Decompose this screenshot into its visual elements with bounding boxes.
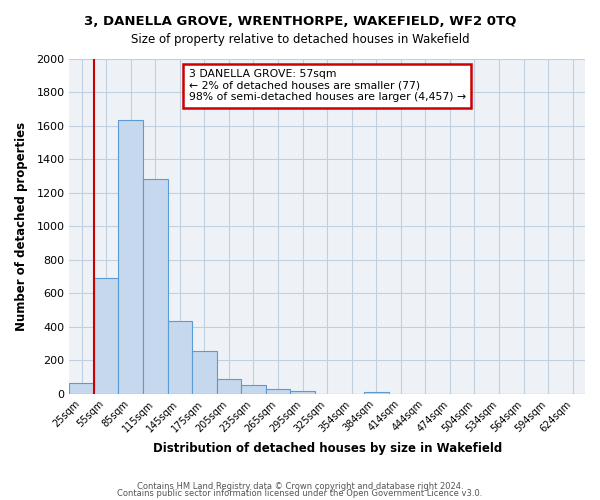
- X-axis label: Distribution of detached houses by size in Wakefield: Distribution of detached houses by size …: [152, 442, 502, 455]
- Bar: [290, 390, 315, 394]
- Bar: [118, 120, 143, 394]
- Bar: [364, 392, 389, 394]
- Text: Contains HM Land Registry data © Crown copyright and database right 2024.: Contains HM Land Registry data © Crown c…: [137, 482, 463, 491]
- Text: 3 DANELLA GROVE: 57sqm
← 2% of detached houses are smaller (77)
98% of semi-deta: 3 DANELLA GROVE: 57sqm ← 2% of detached …: [188, 69, 466, 102]
- Bar: [167, 321, 192, 394]
- Bar: [266, 389, 290, 394]
- Text: Contains public sector information licensed under the Open Government Licence v3: Contains public sector information licen…: [118, 490, 482, 498]
- Y-axis label: Number of detached properties: Number of detached properties: [15, 122, 28, 331]
- Bar: [143, 178, 167, 394]
- Bar: [192, 351, 217, 394]
- Bar: [94, 278, 118, 394]
- Text: 3, DANELLA GROVE, WRENTHORPE, WAKEFIELD, WF2 0TQ: 3, DANELLA GROVE, WRENTHORPE, WAKEFIELD,…: [84, 15, 516, 28]
- Bar: [70, 383, 94, 394]
- Text: Size of property relative to detached houses in Wakefield: Size of property relative to detached ho…: [131, 32, 469, 46]
- Bar: [217, 379, 241, 394]
- Bar: [241, 384, 266, 394]
